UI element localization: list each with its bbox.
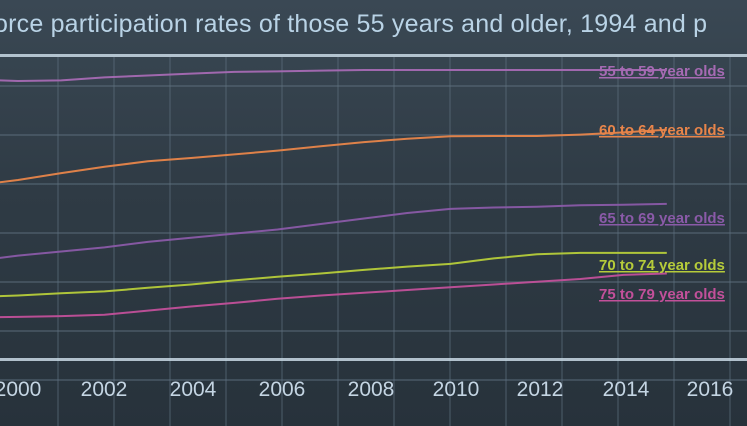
x-tick-label: 2004 [170, 378, 217, 401]
series-label-1: 60 to 64 year olds [599, 122, 725, 139]
series-lines [0, 69, 667, 319]
series-line-0 [0, 69, 667, 82]
grid [0, 57, 747, 426]
series-line-1 [0, 128, 667, 184]
series-line-2 [0, 202, 667, 259]
x-tick-label: 2010 [433, 378, 480, 401]
x-tick-labels: 2000 2002 2004 2006 2008 2010 2012 2014 2016 [0, 378, 733, 401]
x-tick-label: 2008 [348, 378, 395, 401]
series-line-3 [0, 251, 667, 298]
x-tick-label: 2014 [603, 378, 650, 401]
series-labels: 55 to 59 year olds 60 to 64 year olds 65 t… [599, 63, 725, 303]
x-tick-label: 2006 [259, 378, 306, 401]
series-label-4: 75 to 79 year olds [599, 286, 725, 303]
series-label-3: 70 to 74 year olds [599, 257, 725, 274]
x-tick-label: 2000 [0, 378, 41, 401]
chart-title: orce participation rates of those 55 yea… [0, 10, 708, 38]
series-label-2: 65 to 69 year olds [599, 210, 725, 227]
title-divider [0, 54, 747, 57]
x-tick-label: 2016 [687, 378, 734, 401]
x-tick-label: 2012 [517, 378, 564, 401]
series-line-4 [0, 272, 667, 319]
x-axis-line [0, 358, 747, 361]
series-label-0: 55 to 59 year olds [599, 63, 725, 80]
x-tick-label: 2002 [81, 378, 128, 401]
